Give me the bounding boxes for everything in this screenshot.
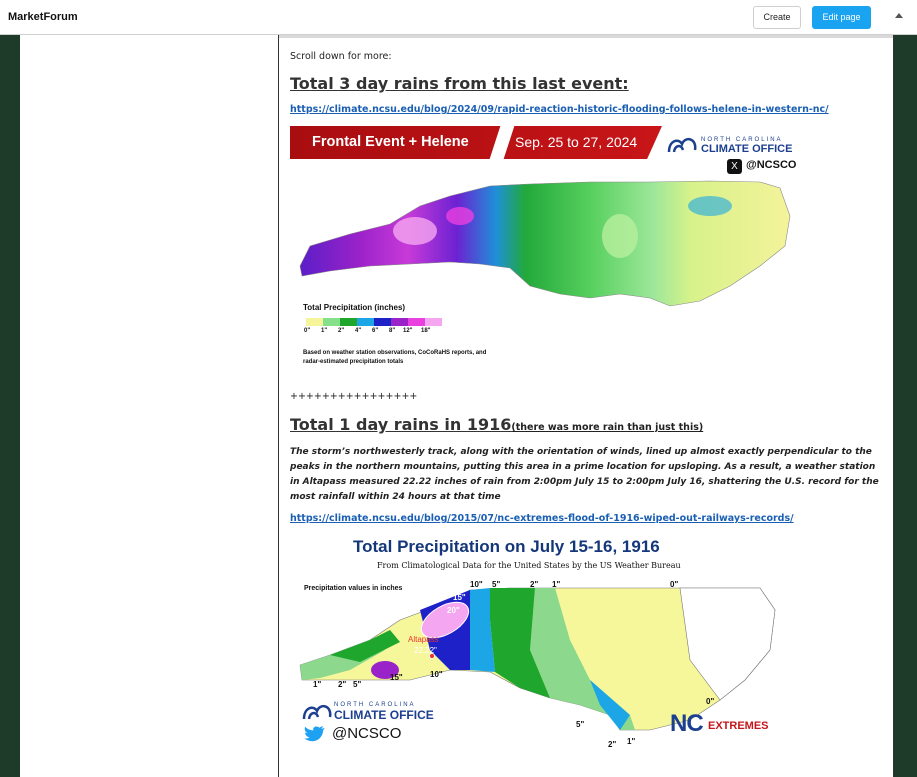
- heading-1916-main: Total 1 day rains in 1916: [290, 415, 512, 434]
- separator-line: ++++++++++++++++: [290, 391, 418, 402]
- legend-tick: 6": [372, 328, 379, 334]
- legend-tick: 0": [304, 328, 311, 334]
- twitter-bird-icon: [304, 725, 325, 742]
- contour-label: 0": [706, 697, 715, 706]
- legend-tick: 4": [355, 328, 362, 334]
- map2-handle: @NCSCO: [332, 725, 402, 742]
- logo-line2: CLIMATE OFFICE: [701, 143, 793, 155]
- left-sidebar: [20, 35, 278, 777]
- create-button[interactable]: Create: [753, 6, 801, 29]
- contour-label: 2": [608, 740, 617, 749]
- legend-swatch-6: [391, 318, 408, 326]
- legend-swatch-1: [306, 318, 323, 326]
- contour-label: 1": [627, 737, 636, 746]
- contour-label: 5": [492, 580, 501, 589]
- scroll-note: Scroll down for more:: [290, 51, 392, 62]
- logo-line1: NORTH CAROLINA: [701, 137, 783, 143]
- collapse-up-icon[interactable]: [895, 13, 903, 18]
- legend-color-bar: [306, 318, 442, 326]
- legend-swatch-4: [357, 318, 374, 326]
- heading-3-day-rains: Total 3 day rains from this last event:: [290, 74, 629, 93]
- legend-tick: 8": [389, 328, 396, 334]
- ncsco-handle: @NCSCO: [746, 159, 797, 171]
- legend-tick: 18": [421, 328, 431, 334]
- banner-title: Frontal Event + Helene: [312, 134, 469, 150]
- map-banner: [290, 126, 662, 159]
- nc-extremes-logo: NC: [670, 710, 704, 737]
- climate-blog-link-2024[interactable]: https://climate.ncsu.edu/blog/2024/09/ra…: [290, 104, 829, 115]
- altapass-value: 22.22": [414, 646, 437, 655]
- contour-label: 5": [576, 720, 585, 729]
- contour-label: 15": [390, 673, 403, 682]
- contour-label: 2": [530, 580, 539, 589]
- climate-office-logo-icon: [302, 704, 332, 720]
- banner-date: Sep. 25 to 27, 2024: [515, 134, 638, 150]
- contour-label: 10": [470, 580, 483, 589]
- legend-tick: 12": [403, 328, 413, 334]
- climate-blog-link-2015[interactable]: https://climate.ncsu.edu/blog/2015/07/nc…: [290, 513, 794, 524]
- legend-swatch-2: [323, 318, 340, 326]
- climate-office-logo-icon: [667, 137, 697, 153]
- contour-label: 5": [353, 680, 362, 689]
- nc-state-map-2024: [299, 180, 791, 307]
- flood-quote: The storm’s northwesterly track, along w…: [290, 447, 879, 502]
- map2-units-note: Precipitation values in inches: [304, 585, 403, 592]
- x-logo-icon: X: [727, 159, 742, 174]
- legend-swatch-7: [408, 318, 425, 326]
- heading-1916: Total 1 day rains in 1916(there was more…: [290, 415, 703, 434]
- contour-label: 15": [453, 593, 466, 602]
- edit-page-button[interactable]: Edit page: [812, 6, 871, 29]
- contour-label: 10": [430, 670, 443, 679]
- heading-1916-sub: (there was more rain than just this): [511, 422, 704, 433]
- map2-logo-line2: CLIMATE OFFICE: [334, 708, 434, 722]
- legend-swatch-5: [374, 318, 391, 326]
- contour-label: 1": [313, 680, 322, 689]
- map2-title: Total Precipitation on July 15-16, 1916: [353, 537, 660, 556]
- nc-state-map-1916: [299, 587, 776, 731]
- contour-label: 0": [670, 580, 679, 589]
- map2-logo-line1: NORTH CAROLINA: [334, 702, 416, 708]
- legend-tick: 1": [321, 328, 328, 334]
- altapass-label: Altapass: [408, 635, 439, 644]
- site-brand[interactable]: MarketForum: [8, 11, 78, 23]
- helene-precipitation-map: Frontal Event + Helene Sep. 25 to 27, 20…: [290, 126, 800, 371]
- post-content: Scroll down for more: Total 3 day rains …: [278, 35, 894, 777]
- legend-note: Based on weather station observations, C…: [303, 350, 487, 365]
- legend-tick: 2": [338, 328, 345, 334]
- legend-swatch-8: [425, 318, 442, 326]
- contour-label: 20": [447, 606, 460, 615]
- top-bar: MarketForum Create Edit page: [0, 0, 917, 35]
- contour-label: 1": [552, 580, 561, 589]
- contour-label: 2": [338, 680, 347, 689]
- nc-extremes-text: EXTREMES: [708, 720, 769, 732]
- content-top-border: [279, 35, 893, 38]
- legend-title: Total Precipitation (inches): [303, 303, 406, 312]
- map2-subtitle: From Climatological Data for the United …: [377, 561, 681, 570]
- legend-swatch-3: [340, 318, 357, 326]
- precipitation-1916-map: Total Precipitation on July 15-16, 1916 …: [290, 535, 790, 750]
